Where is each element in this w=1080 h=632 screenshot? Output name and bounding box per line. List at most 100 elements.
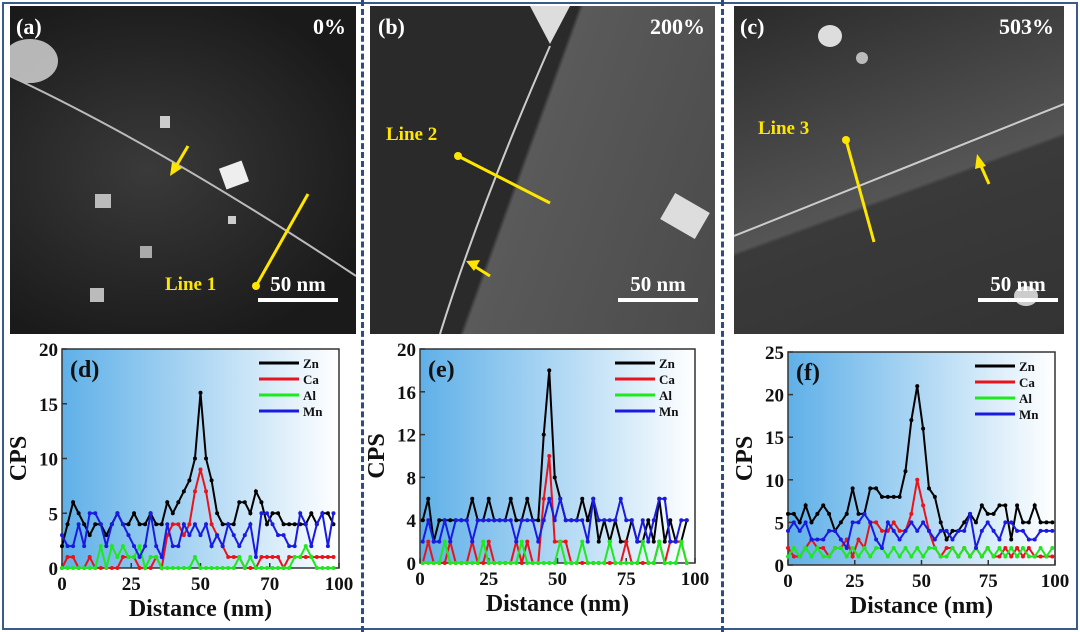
- arrow-icon: [173, 145, 190, 169]
- data-point-ca: [1026, 545, 1031, 550]
- data-point-zn: [938, 520, 943, 525]
- data-point-ca: [204, 489, 209, 494]
- data-point-zn: [287, 522, 292, 527]
- data-point-al: [120, 544, 125, 549]
- data-point-zn: [547, 368, 552, 373]
- y-tick-label: 4: [407, 511, 417, 532]
- data-point-al: [165, 566, 170, 570]
- data-point-zn: [827, 511, 832, 516]
- data-point-ca: [176, 522, 181, 527]
- data-point-zn: [270, 511, 275, 516]
- data-point-al: [143, 566, 148, 570]
- data-point-zn: [253, 489, 258, 494]
- data-point-al: [909, 554, 914, 559]
- data-point-al: [154, 555, 159, 560]
- data-point-mn: [237, 544, 242, 549]
- data-point-zn: [448, 518, 453, 523]
- data-point-zn: [985, 511, 990, 516]
- data-point-ca: [909, 511, 914, 516]
- data-point-ca: [71, 555, 76, 560]
- data-point-al: [821, 554, 826, 559]
- data-point-zn: [76, 511, 81, 516]
- data-point-al: [187, 566, 192, 570]
- data-point-ca: [607, 561, 612, 565]
- data-point-al: [237, 555, 242, 560]
- data-point-ca: [640, 561, 645, 565]
- data-point-mn: [281, 533, 286, 538]
- data-point-al: [944, 554, 949, 559]
- data-point-al: [170, 566, 175, 570]
- data-point-ca: [879, 528, 884, 533]
- data-point-zn: [926, 486, 931, 491]
- data-point-mn: [192, 522, 197, 527]
- chart-svg: 0 25 50 70 100 0 5 10 15 20 Distance (nm) CPS (d) ZnC…: [6, 340, 353, 622]
- data-point-mn: [242, 533, 247, 538]
- x-tick-label: 75: [617, 569, 636, 590]
- data-point-mn: [65, 544, 70, 549]
- data-point-mn: [1050, 528, 1055, 533]
- x-axis-label: Distance (nm): [850, 593, 993, 619]
- data-point-ca: [325, 555, 330, 560]
- data-point-ca: [264, 555, 269, 560]
- data-point-mn: [786, 528, 790, 533]
- data-point-al: [309, 555, 314, 560]
- data-point-ca: [580, 561, 585, 565]
- data-point-al: [903, 545, 908, 550]
- data-point-al: [181, 566, 186, 570]
- data-point-al: [662, 561, 667, 565]
- data-point-al: [453, 561, 458, 565]
- data-point-al: [569, 561, 574, 565]
- data-point-al: [226, 566, 231, 570]
- y-tick-label: 20: [765, 386, 784, 407]
- data-point-al: [657, 539, 662, 544]
- y-tick-label: 12: [397, 426, 416, 447]
- y-tick-label: 5: [49, 504, 59, 525]
- data-point-al: [827, 554, 832, 559]
- data-point-zn: [973, 520, 978, 525]
- data-point-zn: [1032, 503, 1037, 508]
- panel-label: (b): [378, 14, 405, 39]
- data-point-zn: [248, 511, 253, 516]
- data-point-mn: [629, 518, 634, 523]
- scale-bar: 50 nm: [618, 272, 698, 302]
- x-tick-label: 75: [979, 571, 998, 592]
- data-point-zn: [991, 511, 996, 516]
- data-point-al: [503, 561, 508, 565]
- data-point-mn: [956, 528, 961, 533]
- data-point-zn: [668, 518, 673, 523]
- y-tick-label: 20: [39, 340, 58, 361]
- data-point-ca: [791, 554, 796, 559]
- data-point-ca: [314, 555, 319, 560]
- data-point-al: [1050, 545, 1055, 550]
- data-point-ca: [98, 566, 103, 570]
- data-point-al: [148, 555, 153, 560]
- data-point-mn: [270, 522, 275, 527]
- data-point-mn: [231, 533, 236, 538]
- data-point-zn: [514, 518, 519, 523]
- data-point-ca: [137, 566, 142, 570]
- data-point-al: [613, 561, 618, 565]
- data-point-zn: [215, 511, 220, 516]
- data-point-mn: [170, 544, 175, 549]
- data-point-zn: [662, 539, 667, 544]
- data-point-mn: [921, 520, 926, 525]
- line-1-marker: [254, 193, 310, 287]
- data-point-al: [65, 566, 70, 570]
- data-point-mn: [662, 496, 667, 501]
- data-point-mn: [897, 537, 902, 542]
- x-axis-label: Distance (nm): [129, 596, 272, 622]
- data-point-al: [541, 561, 546, 565]
- data-point-ca: [897, 528, 902, 533]
- data-point-mn: [885, 520, 890, 525]
- data-point-al: [624, 561, 629, 565]
- data-point-mn: [821, 537, 826, 542]
- data-point-ca: [170, 522, 175, 527]
- x-tick-label: 50: [191, 574, 210, 595]
- data-point-al: [264, 566, 269, 570]
- data-point-mn: [209, 544, 214, 549]
- data-point-al: [684, 561, 689, 565]
- data-point-ca: [874, 520, 879, 525]
- data-point-mn: [470, 539, 475, 544]
- data-point-ca: [209, 522, 214, 527]
- data-point-zn: [879, 494, 884, 499]
